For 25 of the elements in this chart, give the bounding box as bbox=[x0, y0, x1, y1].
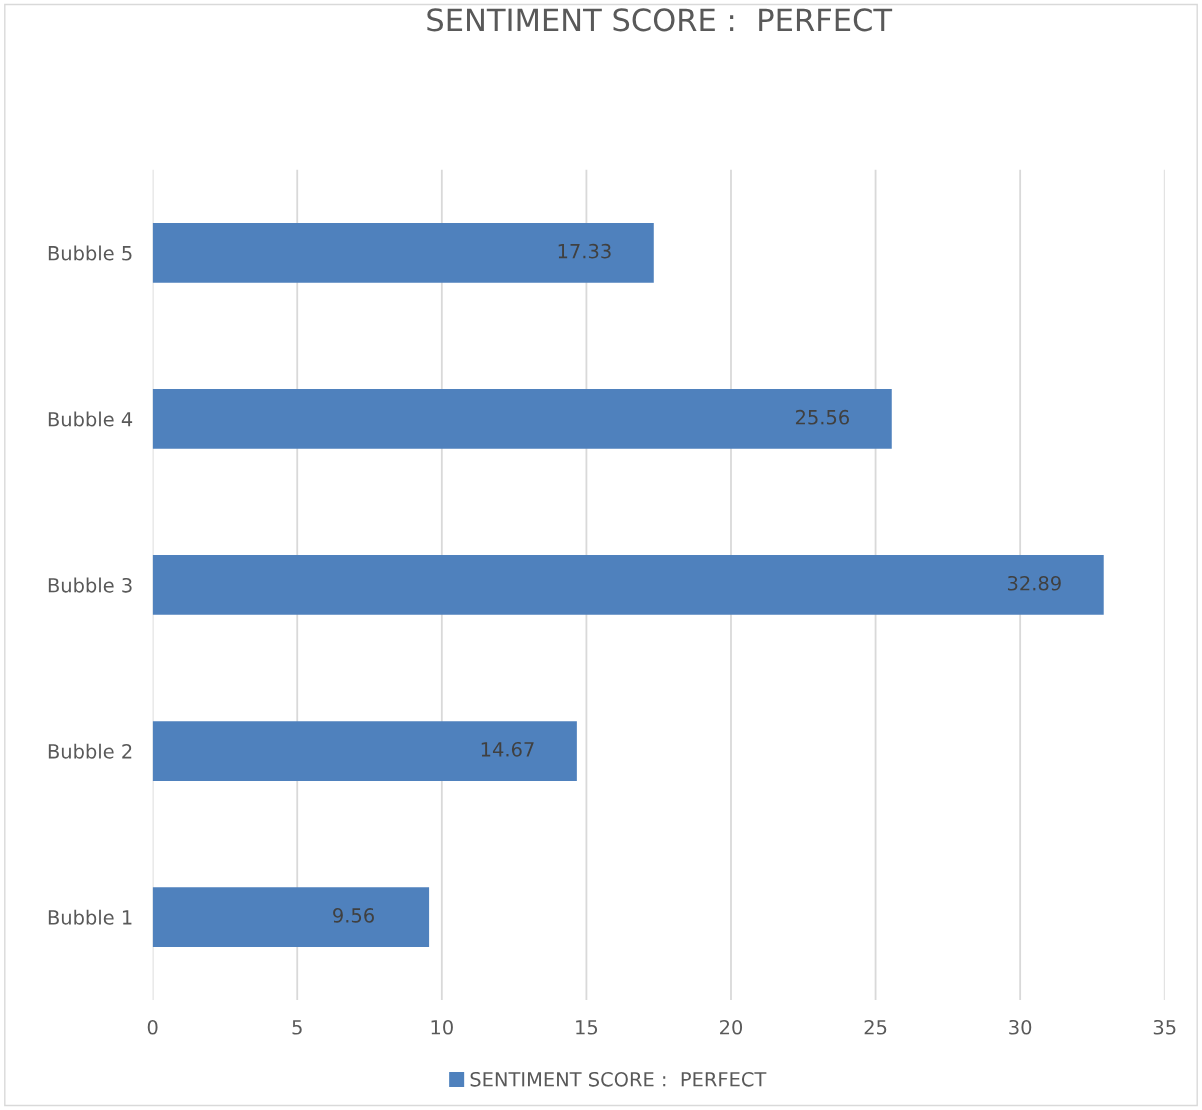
data-label: 9.56 bbox=[333, 908, 374, 923]
y-tick-label: Bubble 4 bbox=[48, 411, 133, 427]
x-tick-label: 15 bbox=[576, 1020, 598, 1035]
bar bbox=[152, 555, 1104, 615]
y-tick-label: Bubble 5 bbox=[48, 245, 132, 261]
bar bbox=[152, 389, 892, 449]
y-tick-label: Bubble 1 bbox=[48, 909, 132, 925]
chart-title: SENTIMENT SCORE : PERFECT bbox=[427, 8, 893, 32]
bar bbox=[152, 887, 430, 947]
x-tick-label: 30 bbox=[1009, 1019, 1032, 1035]
data-label: 32.89 bbox=[1007, 575, 1061, 591]
y-tick-label: Bubble 2 bbox=[48, 743, 132, 759]
legend-label: SENTIMENT SCORE : PERFECT bbox=[470, 1071, 767, 1087]
data-label: 17.33 bbox=[558, 243, 611, 259]
x-tick-label: 0 bbox=[147, 1019, 158, 1035]
x-tick-label: 10 bbox=[431, 1019, 453, 1035]
x-tick-label: 5 bbox=[292, 1020, 302, 1035]
x-tick-label: 25 bbox=[864, 1019, 887, 1035]
bar bbox=[152, 222, 654, 283]
data-label: 25.56 bbox=[795, 409, 849, 425]
x-tick-label: 35 bbox=[1153, 1019, 1176, 1035]
y-tick-label: Bubble 3 bbox=[48, 577, 132, 593]
bar bbox=[152, 721, 577, 781]
data-label: 14.67 bbox=[481, 741, 534, 757]
x-tick-label: 20 bbox=[720, 1019, 743, 1035]
